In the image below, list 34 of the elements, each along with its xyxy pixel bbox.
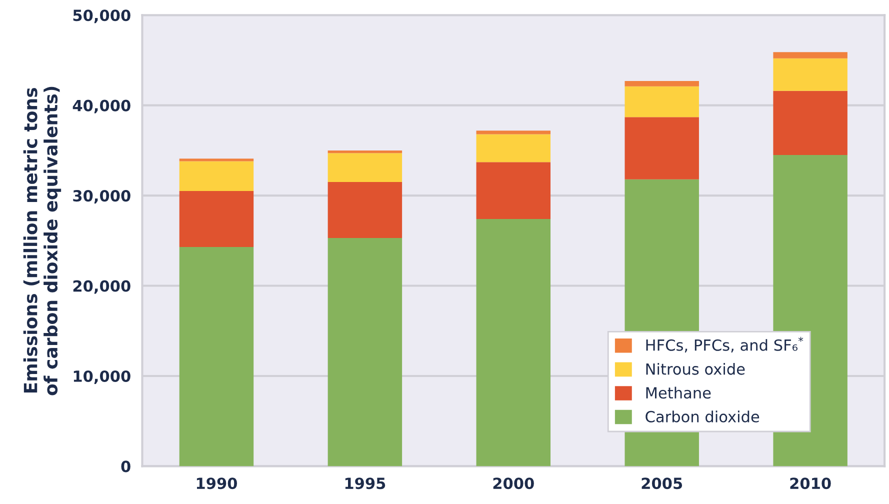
y-tick-label: 10,000	[74, 370, 130, 384]
bar	[624, 86, 699, 118]
x-tick-label: 2000	[493, 478, 534, 490]
bar	[328, 238, 402, 466]
y-axis-title: Emissions (million metric tons of carbon dioxide equivalents)	[23, 86, 62, 396]
bar	[328, 150, 402, 154]
bar	[179, 158, 254, 162]
x-tick-label: 2010	[790, 478, 831, 490]
legend-label: Methane	[646, 386, 711, 399]
bar	[328, 182, 402, 238]
legend-label: Carbon dioxide	[646, 410, 760, 422]
bar	[624, 80, 699, 86]
bar	[624, 117, 699, 180]
bar	[476, 130, 551, 134]
bar	[476, 162, 551, 220]
legend-label: HFCs, PFCs, and SF₆$^{*}$	[646, 336, 804, 352]
legend-label: Nitrous oxide	[646, 362, 745, 375]
y-tick-label: 40,000	[72, 100, 130, 114]
x-tick-label: 1990	[196, 478, 237, 490]
bar	[476, 219, 551, 466]
bar	[179, 161, 254, 192]
bar	[179, 191, 254, 247]
y-tick-label: 30,000	[73, 190, 130, 204]
x-tick-label: 1995	[345, 478, 386, 490]
bar	[773, 58, 848, 91]
bar	[476, 134, 551, 162]
y-tick-label: 0	[121, 460, 130, 472]
y-tick-label: 20,000	[73, 280, 130, 294]
y-tick-label: 50,000	[73, 10, 130, 24]
bar	[773, 52, 848, 58]
bar	[773, 90, 848, 155]
bar	[179, 246, 254, 466]
x-tick-label: 2005	[642, 478, 682, 490]
bar	[328, 153, 402, 182]
